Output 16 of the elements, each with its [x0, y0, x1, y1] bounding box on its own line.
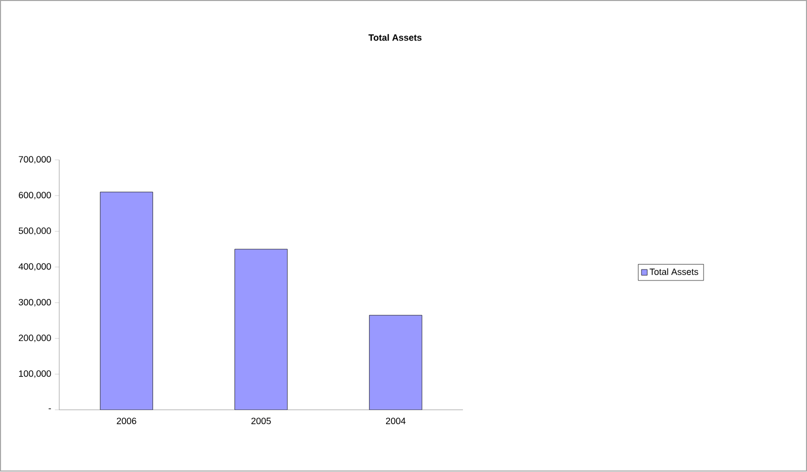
- bar: [100, 192, 154, 410]
- y-tick-label: 400,000: [18, 263, 51, 271]
- legend-label: Total Assets: [650, 268, 698, 276]
- chart-title: Total Assets: [368, 34, 422, 42]
- x-tick-label: 2006: [116, 418, 136, 424]
- y-tick-label: 700,000: [18, 156, 51, 164]
- x-tick-label: 2004: [386, 418, 406, 424]
- y-tick-label: 500,000: [18, 228, 51, 236]
- x-tick-label: 2005: [251, 418, 271, 424]
- y-tick-label: 100,000: [19, 370, 51, 378]
- y-tick-label: 200,000: [18, 334, 51, 342]
- y-tick-label: -: [48, 408, 51, 410]
- y-tick-label: 300,000: [18, 299, 51, 307]
- bar: [234, 249, 288, 410]
- y-tick-label: 600,000: [18, 192, 51, 200]
- bar: [369, 315, 422, 410]
